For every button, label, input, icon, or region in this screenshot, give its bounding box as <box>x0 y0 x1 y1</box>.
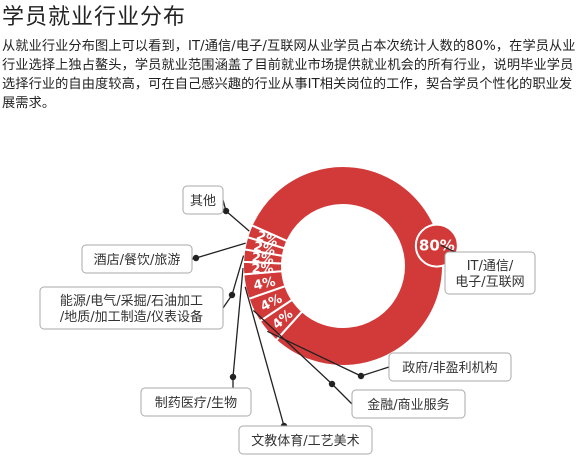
category-label-energy-manufacturing: /地质/加工制造/仪表设备 <box>60 309 203 325</box>
category-label-finance-business: 金融/商业服务 <box>367 397 449 413</box>
category-label-other: 其他 <box>190 194 216 209</box>
value-label-it-internet: 80% <box>419 237 455 255</box>
label-box-it-internet <box>444 251 536 295</box>
label-box-pharma-medical <box>140 387 252 417</box>
donut-slice-other <box>246 224 289 250</box>
leader-dot-finance-business <box>328 380 336 388</box>
label-box-hotel-catering <box>81 244 193 274</box>
leader-dot-energy-manufacturing <box>228 291 236 299</box>
category-label-it-internet: 电子/互联网 <box>455 275 524 290</box>
donut-slice-it-internet <box>250 165 444 367</box>
label-box-energy-manufacturing <box>39 286 224 330</box>
leader-line-hotel-catering <box>191 242 246 260</box>
leader-dot-pharma-medical <box>229 373 237 381</box>
label-box-education-arts <box>238 425 373 455</box>
category-label-pharma-medical: 制药医疗/生物 <box>155 396 237 411</box>
category-label-education-arts: 文教体育/工艺美术 <box>251 433 359 449</box>
category-label-energy-manufacturing: 能源/电气/采掘/石油加工 <box>60 293 203 309</box>
leader-dot-gov-nonprofit <box>357 372 365 380</box>
label-box-gov-nonprofit <box>388 352 512 382</box>
label-box-finance-business <box>351 389 466 419</box>
value-label-energy-manufacturing: 2% <box>251 250 275 267</box>
leader-dot-other <box>222 207 230 215</box>
category-label-it-internet: IT/通信/ <box>467 259 514 274</box>
leader-dot-hotel-catering <box>192 254 200 262</box>
page-title: 学员就业行业分布 <box>2 5 187 30</box>
leader-line-education-arts <box>244 286 285 427</box>
value-label-other: 2% <box>254 228 280 250</box>
page-description: 从就业行业分布图上可以看到，IT/通信/电子/互联网从业学员占本次统计人数的80… <box>2 39 576 111</box>
value-label-education-arts: 4% <box>252 275 277 294</box>
leader-line-other <box>222 199 250 232</box>
category-label-gov-nonprofit: 政府/非盈利机构 <box>402 361 497 376</box>
category-label-hotel-catering: 酒店/餐饮/旅游 <box>94 252 181 268</box>
value-label-pharma-medical: 2% <box>251 261 273 276</box>
label-box-other <box>182 185 224 215</box>
